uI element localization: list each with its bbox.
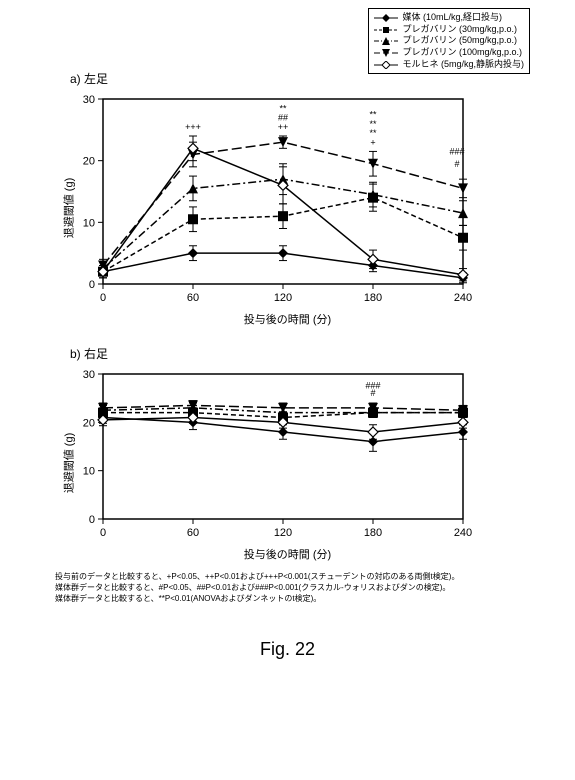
legend-item: プレガバリン (100mg/kg,p.o.) [374, 47, 524, 59]
svg-text:60: 60 [186, 292, 198, 304]
chart-a: 退避閾値 (g) 0102030060120180240+++**##++***… [58, 89, 518, 327]
chart-a-svg: 0102030060120180240+++**##++******+#### [58, 89, 478, 309]
panel-b-label: b) 右足 [70, 345, 550, 362]
square-icon [374, 26, 398, 34]
legend-label: プレガバリン (50mg/kg,p.o.) [402, 35, 517, 47]
svg-text:30: 30 [82, 94, 94, 106]
svg-text:#: # [454, 159, 459, 169]
legend-label: プレガバリン (30mg/kg,p.o.) [402, 24, 517, 36]
svg-text:240: 240 [453, 292, 471, 304]
svg-text:10: 10 [82, 217, 94, 229]
figure-caption: Fig. 22 [25, 639, 550, 660]
footnote: 投与前のデータと比較すると、+P<0.05、++P<0.01および+++P<0.… [55, 572, 520, 604]
diamond-icon [374, 14, 398, 22]
svg-text:0: 0 [99, 527, 105, 539]
chart-b-svg: 0102030060120180240#### [58, 364, 478, 544]
diamond-open-icon [374, 61, 398, 69]
chart-b: 退避閾値 (g) 0102030060120180240#### 投与後の時間 … [58, 364, 518, 562]
svg-text:+++: +++ [185, 122, 201, 132]
ylabel-b: 退避閾値 (g) [60, 433, 76, 494]
footnote-line: 媒体群データと比較すると、#P<0.05、##P<0.01および###P<0.0… [55, 583, 520, 594]
svg-text:60: 60 [186, 527, 198, 539]
svg-text:###: ### [449, 147, 464, 157]
xlabel-a: 投与後の時間 (分) [58, 311, 518, 327]
svg-text:120: 120 [273, 292, 291, 304]
svg-text:180: 180 [363, 527, 381, 539]
svg-text:20: 20 [82, 417, 94, 429]
legend-item: 媒体 (10mL/kg,経口投与) [374, 12, 524, 24]
invtriangle-icon [374, 49, 398, 57]
figure-container: 媒体 (10mL/kg,経口投与) プレガバリン (30mg/kg,p.o.) … [0, 0, 575, 670]
svg-text:+: + [370, 137, 375, 147]
svg-text:30: 30 [82, 369, 94, 381]
svg-text:0: 0 [88, 279, 94, 291]
footnote-line: 媒体群データと比較すると、**P<0.01(ANOVAおよびダンネットのt検定)… [55, 594, 520, 605]
svg-text:180: 180 [363, 292, 381, 304]
legend-item: モルヒネ (5mg/kg,静脈内投与) [374, 59, 524, 71]
legend-label: モルヒネ (5mg/kg,静脈内投与) [402, 59, 524, 71]
svg-text:20: 20 [82, 156, 94, 168]
legend-label: 媒体 (10mL/kg,経口投与) [402, 12, 502, 24]
svg-text:#: # [370, 388, 375, 398]
triangle-icon [374, 37, 398, 45]
legend-label: プレガバリン (100mg/kg,p.o.) [402, 47, 522, 59]
svg-text:++: ++ [277, 122, 288, 132]
legend-item: プレガバリン (50mg/kg,p.o.) [374, 35, 524, 47]
legend-item: プレガバリン (30mg/kg,p.o.) [374, 24, 524, 36]
xlabel-b: 投与後の時間 (分) [58, 546, 518, 562]
svg-text:240: 240 [453, 527, 471, 539]
footnote-line: 投与前のデータと比較すると、+P<0.05、++P<0.01および+++P<0.… [55, 572, 520, 583]
legend: 媒体 (10mL/kg,経口投与) プレガバリン (30mg/kg,p.o.) … [368, 8, 530, 74]
svg-text:0: 0 [99, 292, 105, 304]
ylabel-a: 退避閾値 (g) [60, 178, 76, 239]
svg-text:10: 10 [82, 466, 94, 478]
svg-text:120: 120 [273, 527, 291, 539]
svg-text:0: 0 [88, 514, 94, 526]
